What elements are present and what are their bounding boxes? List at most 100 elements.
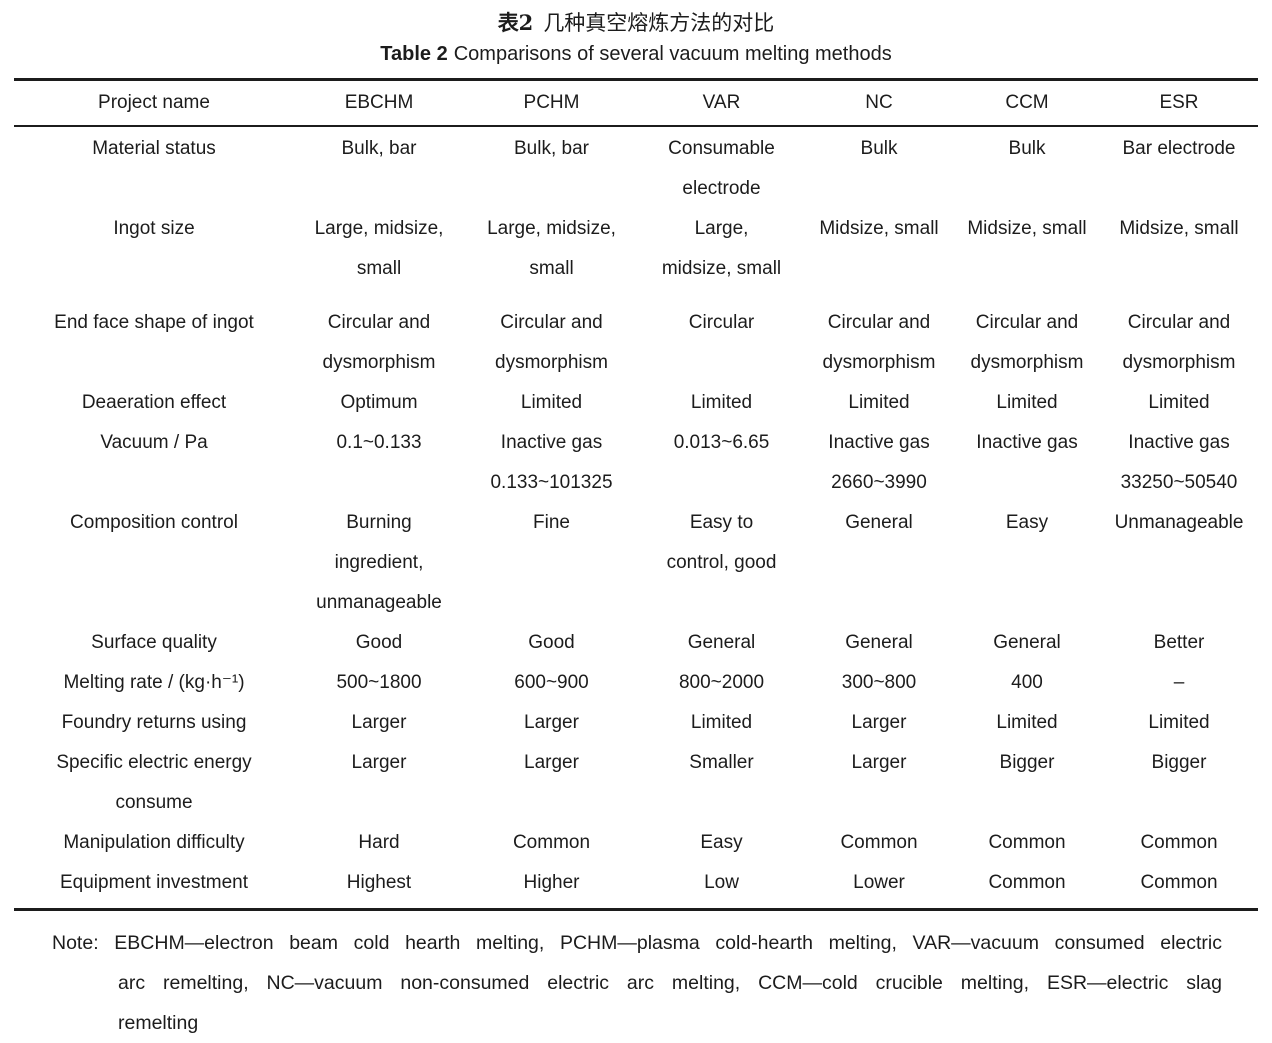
table-cell: General [804, 503, 954, 623]
cell-line: Common [988, 832, 1066, 853]
table-cell: Common [804, 823, 954, 863]
column-header: NC [804, 79, 954, 127]
table-body: Material status Bulk, bar Bulk, bar Consuma… [14, 126, 1258, 910]
table-cell: Inactive gas 2660~3990 [804, 423, 954, 503]
note-line: remelting [118, 1012, 199, 1034]
cell-line: Limited [848, 392, 910, 413]
cell-line: Bar electrode [1122, 138, 1236, 159]
table-cell: Midsize, small [1100, 209, 1258, 303]
cell-line: Low [704, 872, 739, 893]
cell-line: Larger [851, 712, 907, 733]
cell-line: – [1173, 672, 1185, 693]
cell-line: Bulk [1008, 138, 1046, 159]
cell-line: Midsize, small [1119, 218, 1239, 239]
cell-line: Common [1140, 832, 1218, 853]
cell-line: Hard [358, 832, 400, 853]
cell-line: Circular and [327, 312, 431, 333]
cell-line: Lower [853, 872, 905, 893]
table-cell: Burning ingredient, unmanageable [294, 503, 464, 623]
cell-line: Better [1153, 632, 1205, 653]
table-cell: 800~2000 [639, 663, 804, 703]
table-cell: Low [639, 863, 804, 910]
table-row: Material status Bulk, bar Bulk, bar Consuma… [14, 126, 1258, 209]
table-cell: Good [294, 623, 464, 663]
table-cell: Consumable electrode [639, 126, 804, 209]
cell-line: Melting rate / (kg·h⁻¹) [63, 672, 245, 693]
cell-line: General [687, 632, 756, 653]
table-cell: Midsize, small [804, 209, 954, 303]
cell-line: Limited [1148, 712, 1210, 733]
cell-line: Bigger [999, 752, 1055, 773]
cell-line: Bulk [860, 138, 898, 159]
cell-line: Specific electric energy [56, 752, 252, 773]
column-header: CCM [954, 79, 1100, 127]
table-cell: Unmanageable [1100, 503, 1258, 623]
table-cell: Larger [464, 743, 639, 823]
cell-line: Easy to [689, 512, 754, 533]
cell-line: Surface quality [91, 632, 217, 653]
table-cell: Common [464, 823, 639, 863]
cell-line: Unmanageable [1114, 512, 1244, 533]
row-label-cell: Material status [14, 126, 294, 209]
comparison-table: Project name EBCHM PCHM VAR NC CCM ESR Materia… [14, 78, 1258, 911]
table-cell: Midsize, small [954, 209, 1100, 303]
cell-line: Midsize, small [819, 218, 939, 239]
row-label-cell: Composition control [14, 503, 294, 623]
cell-line: End face shape of ingot [54, 312, 254, 333]
table-cell: Smaller [639, 743, 804, 823]
cell-line: 0.1~0.133 [336, 432, 422, 453]
note-line: Note: EBCHM—electron beam cold hearth me… [52, 932, 1222, 954]
table-cell: Common [1100, 823, 1258, 863]
cell-line: Fine [533, 512, 570, 533]
table-cell: Limited [1100, 383, 1258, 423]
cell-line: Midsize, small [967, 218, 1087, 239]
table-cell: Highest [294, 863, 464, 910]
cell-line: 800~2000 [678, 672, 765, 693]
cell-line: Large, midsize, [314, 218, 444, 239]
table-cell: Bar electrode [1100, 126, 1258, 209]
table-cell: Large, midsize, small [639, 209, 804, 303]
cell-line: Bulk, bar [514, 138, 589, 159]
cell-line: Circular and [1127, 312, 1231, 333]
cell-line: ingredient, [334, 552, 424, 573]
table-cell: – [1100, 663, 1258, 703]
cell-line: Limited [690, 712, 753, 733]
cell-line: dysmorphism [322, 352, 436, 373]
column-header: PCHM [464, 79, 639, 127]
table-cell: Limited [954, 703, 1100, 743]
cell-line: consume [115, 792, 193, 813]
row-label-cell: Vacuum / Pa [14, 423, 294, 503]
cell-line: Common [512, 832, 591, 853]
cell-line: Larger [351, 752, 407, 773]
table-row: Melting rate / (kg·h⁻¹) 500~1800 600~900 80… [14, 663, 1258, 703]
table-cell: Bulk, bar [294, 126, 464, 209]
table-cell: Bigger [1100, 743, 1258, 823]
table-row: Composition control Burning ingredient, unm… [14, 503, 1258, 623]
note-line: arc remelting, NC—vacuum non-consumed el… [118, 972, 1222, 994]
table-title-english-text: Comparisons of several vacuum melting me… [453, 43, 892, 65]
table-cell: Larger [294, 743, 464, 823]
table-cell: Easy [639, 823, 804, 863]
cell-line: 400 [1011, 672, 1043, 693]
table-cell: Inactive gas 0.133~101325 [464, 423, 639, 503]
cell-line: Common [840, 832, 918, 853]
cell-line: dysmorphism [1122, 352, 1236, 373]
cell-line: Larger [351, 712, 407, 733]
cell-line: Vacuum / Pa [100, 432, 208, 453]
cell-line: unmanageable [316, 592, 442, 613]
table-cell: Larger [804, 743, 954, 823]
cell-line: Limited [520, 392, 583, 413]
table-cell: General [804, 623, 954, 663]
table-row: Foundry returns using Larger Larger Limited… [14, 703, 1258, 743]
table-cell: Common [1100, 863, 1258, 910]
cell-line: Limited [996, 712, 1058, 733]
table-title-chinese: 表2 几种真空熔炼方法的对比 [14, 0, 1258, 38]
table-header-row: Project name EBCHM PCHM VAR NC CCM ESR [14, 79, 1258, 127]
cell-line: small [356, 258, 402, 279]
cell-line: Manipulation difficulty [63, 832, 245, 853]
table-cell: Limited [954, 383, 1100, 423]
table-row: Surface quality Good Good General General Gen… [14, 623, 1258, 663]
row-label-cell: Melting rate / (kg·h⁻¹) [14, 663, 294, 703]
cell-line: Common [1140, 872, 1218, 893]
